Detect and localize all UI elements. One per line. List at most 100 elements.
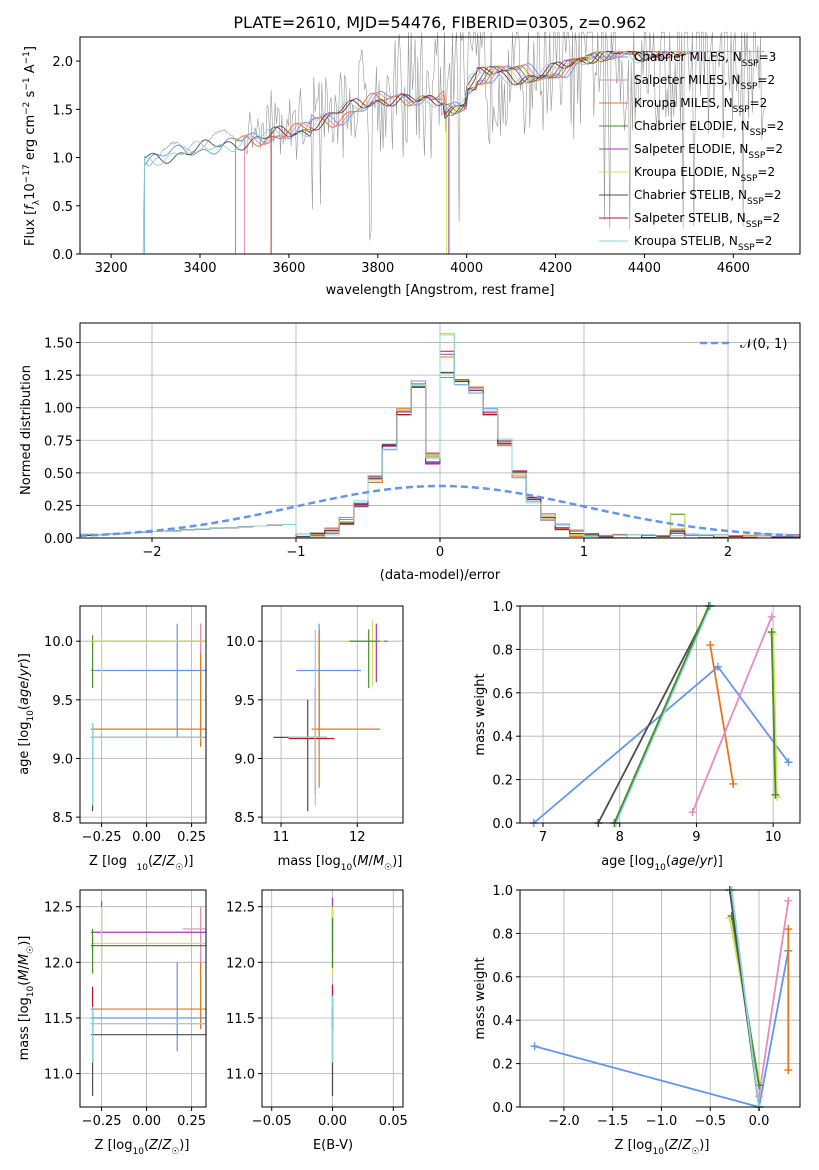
label-part: Kroupa MILES, N	[634, 96, 733, 110]
x-tick-label: 12	[349, 830, 366, 845]
label-part: /	[369, 854, 374, 869]
label-part: M	[17, 969, 32, 980]
x-tick-label: −2.0	[548, 1114, 580, 1129]
y-tick-label: 0.8	[492, 927, 513, 942]
label-part: =2	[763, 211, 781, 225]
label-part: 10	[341, 863, 353, 873]
y-tick-label: 12.5	[226, 901, 255, 916]
axes-frame	[79, 36, 801, 255]
legend-label: Kroupa STELIB, NSSP=2	[634, 234, 772, 253]
weight-series-line	[691, 616, 773, 813]
label-part: (	[17, 981, 32, 986]
x-tick-label: 0.05	[379, 1114, 408, 1129]
y-tick-label: 2.0	[52, 55, 73, 70]
y-tick-label: 9.5	[234, 694, 255, 709]
weight-marker	[713, 662, 722, 671]
label-part: ☉	[26, 946, 36, 954]
y-tick-label: 11.0	[226, 1068, 255, 1083]
x-tick-label: −1.0	[646, 1114, 678, 1129]
label-part: Z	[165, 854, 176, 869]
x-tick-label: 0	[436, 545, 444, 560]
label-part: −17	[22, 164, 32, 183]
label-part: age [log	[17, 722, 32, 775]
label-part: SSP	[741, 174, 758, 184]
label-part: mass [log	[278, 854, 341, 869]
label-part: f	[23, 203, 38, 210]
label-part: (	[148, 854, 153, 869]
x-tick-label: 10	[765, 830, 782, 845]
normal-curve	[79, 484, 798, 537]
label-part: Z	[161, 1138, 172, 1153]
weight-series-line	[730, 889, 760, 1108]
legend-label: Chabrier ELODIE, NSSP=2	[634, 119, 784, 138]
y-tick-label: 1.0	[492, 884, 513, 899]
label-part: (	[144, 1138, 149, 1153]
x-tick-label: −0.25	[82, 830, 122, 845]
y-tick-label: 0.0	[492, 817, 513, 832]
weight-marker	[729, 779, 738, 788]
y-tick-label: 1.5	[52, 103, 73, 118]
x-tick-label: −2	[142, 545, 161, 560]
label-part: λ	[32, 199, 42, 205]
label-part: )]	[713, 854, 723, 869]
legend-label: Salpeter STELIB, NSSP=2	[634, 211, 780, 230]
label-part: Salpeter ELODIE, N	[634, 142, 748, 156]
label-part: 10	[137, 863, 149, 873]
y-tick-label: 0.50	[44, 467, 73, 482]
x-tick-label: −0.25	[82, 1114, 122, 1129]
label-part: (	[664, 1138, 669, 1153]
y-tick-label: 9.0	[234, 752, 255, 767]
label-part: /	[695, 854, 700, 869]
label-part: s	[23, 90, 38, 101]
model-spectrum	[111, 51, 764, 255]
y-axis-label: mass weight	[473, 673, 488, 755]
y-axis-label: mass [log10(M/M☉)]	[17, 936, 36, 1061]
x-axis-label: wavelength [Angstrom, rest frame]	[326, 283, 555, 298]
x-axis-label: Z [log10(Z/Z☉)]	[615, 1138, 710, 1157]
label-part: (	[352, 854, 357, 869]
y-tick-label: 0.25	[44, 499, 73, 514]
x-tick-label: −0.05	[252, 1114, 292, 1129]
x-tick-label: 1	[580, 545, 588, 560]
label-part: age	[671, 854, 695, 869]
x-axis-label: age [log10(age/yr)]	[601, 854, 723, 873]
label-part: −1	[22, 77, 32, 90]
y-tick-label: 12.5	[44, 901, 73, 916]
label-part: /	[158, 1138, 163, 1153]
label-part: SSP	[750, 128, 767, 138]
legend-label: Salpeter ELODIE, NSSP=2	[634, 142, 783, 161]
weight-series-line	[709, 644, 735, 785]
y-tick-label: 11.5	[44, 1012, 73, 1027]
label-part: ☉	[171, 1147, 179, 1157]
weight-marker	[767, 612, 776, 621]
weight-series-line	[597, 605, 712, 824]
label-part: =2	[766, 119, 784, 133]
label-part: /	[678, 1138, 683, 1153]
x-tick-label: 2	[724, 545, 732, 560]
x-tick-label: 0.00	[132, 830, 161, 845]
weight-series-line	[770, 632, 777, 795]
label-part: SSP	[738, 243, 755, 253]
y-tick-label: 0.2	[492, 774, 513, 789]
label-part: Z	[681, 1138, 692, 1153]
y-axis-label: Flux [fλ10−17 erg cm−2 s−1 A−1]	[22, 46, 42, 246]
label-part: M	[357, 854, 368, 869]
label-part: SSP	[748, 151, 765, 161]
axes-frame	[519, 889, 801, 1108]
legend-label: Chabrier MILES, NSSP=3	[634, 50, 776, 69]
weight-marker	[771, 790, 780, 799]
y-tick-label: 8.5	[52, 811, 73, 826]
x-tick-label: 0.25	[177, 830, 206, 845]
y-tick-label: 1.25	[44, 369, 73, 384]
y-tick-label: 10.0	[226, 635, 255, 650]
x-axis-label-a: Z [log	[89, 854, 127, 869]
x-axis-label: (data-model)/error	[380, 568, 501, 583]
weight-marker	[706, 641, 715, 650]
label-part: Flux [	[23, 210, 38, 246]
x-tick-label: 4400	[628, 261, 661, 276]
y-tick-label: 1.00	[44, 402, 73, 417]
weight-series-line	[613, 605, 710, 824]
label-part: age [log	[601, 854, 654, 869]
legend-label: Kroupa ELODIE, NSSP=2	[634, 165, 775, 184]
y-tick-label: 9.5	[52, 694, 73, 709]
